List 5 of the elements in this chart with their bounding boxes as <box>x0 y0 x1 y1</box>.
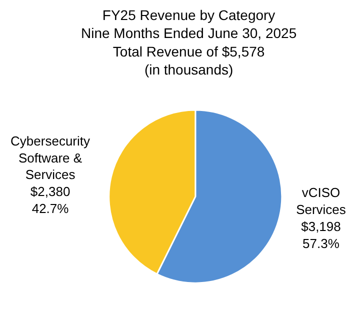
slice-label: vCISO Services <box>296 185 346 218</box>
data-label: $2,380 42.7% <box>30 184 70 216</box>
data-label: $3,198 57.3% <box>301 218 341 251</box>
slice-label: Cybersecurity Software & Services <box>10 133 91 182</box>
chart-title: FY25 Revenue by Category Nine Months Ended June 30, 2025 Total Revenue of $5,578 (in thousands) <box>81 7 297 78</box>
